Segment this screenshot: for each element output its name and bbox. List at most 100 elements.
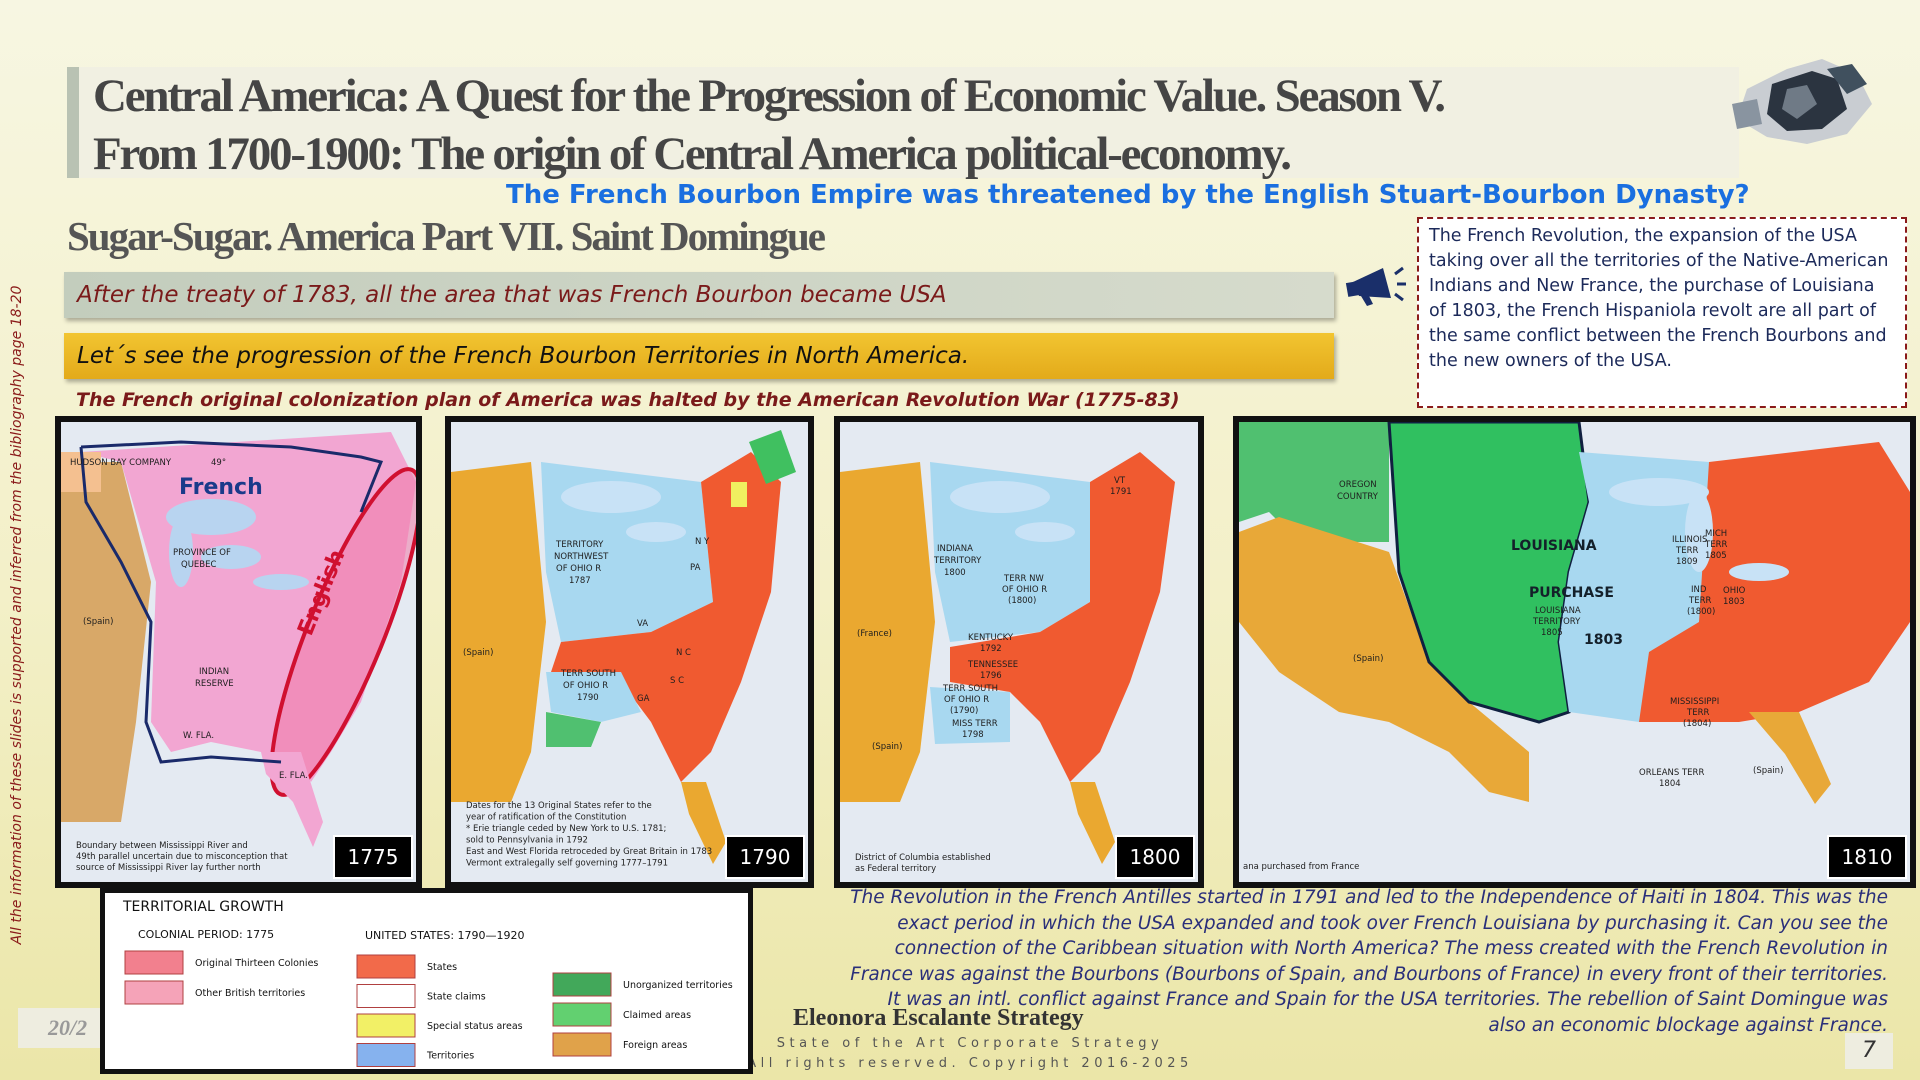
year-box bbox=[333, 835, 413, 879]
header-image bbox=[1732, 59, 1872, 144]
map-caption: * Erie triangle ceded by New York to U.S… bbox=[466, 824, 666, 834]
map-label: W. FLA. bbox=[183, 731, 214, 741]
map-label: S C bbox=[670, 676, 684, 686]
map-label: NORTHWEST bbox=[554, 552, 609, 562]
body-line: exact period in which the USA expanded a… bbox=[897, 912, 1888, 934]
map-label: COUNTRY bbox=[1337, 492, 1379, 502]
map-label: GA bbox=[637, 694, 650, 704]
note: The French original colonization plan of… bbox=[76, 389, 1180, 411]
map-label: 1791 bbox=[1110, 487, 1132, 497]
title-line: From 1700-1900: The origin of Central Am… bbox=[93, 128, 1292, 180]
map-label: OREGON bbox=[1339, 480, 1377, 490]
map-label: PA bbox=[690, 563, 701, 573]
map-label: 1805 bbox=[1541, 628, 1563, 638]
map-label: TERRITORY bbox=[1532, 617, 1581, 627]
section-title: Sugar-Sugar. America Part VII. Saint Dom… bbox=[67, 213, 826, 259]
map-label: OHIO bbox=[1723, 586, 1746, 596]
map-label: TERR SOUTH bbox=[942, 684, 998, 694]
map-label: OF OHIO R bbox=[944, 695, 989, 705]
map-label: INDIAN bbox=[199, 667, 229, 677]
year-box bbox=[1827, 835, 1907, 879]
map: HUDSON BAY COMPANY 49°FrenchEnglishPROVIN… bbox=[55, 416, 422, 888]
legend-label: Claimed areas bbox=[623, 1010, 691, 1021]
legend-swatch bbox=[552, 1032, 612, 1057]
map-label: TERRITORY bbox=[555, 540, 604, 550]
map-label: (1800) bbox=[1008, 596, 1036, 606]
map-label: ORLEANS TERR bbox=[1639, 768, 1704, 778]
map-caption: Dates for the 13 Original States refer t… bbox=[466, 801, 652, 811]
legend-swatch bbox=[356, 954, 416, 979]
page-number: 7 bbox=[1845, 1033, 1893, 1069]
map-label: (Spain) bbox=[83, 617, 113, 627]
map-label: IND bbox=[1691, 585, 1707, 595]
map-label: (France) bbox=[857, 629, 892, 639]
map-caption: Boundary between Mississippi River and bbox=[76, 841, 248, 851]
map-label: QUEBEC bbox=[181, 560, 216, 570]
brand: Eleonora Escalante Strategy bbox=[793, 1005, 1084, 1031]
map-label: TERR bbox=[1704, 540, 1727, 550]
title-box: Central America: A Quest for the Progres… bbox=[67, 67, 1739, 180]
map-label: French bbox=[179, 475, 263, 500]
map-label: TERR SOUTH bbox=[560, 669, 616, 679]
map-label: (1800) bbox=[1687, 607, 1715, 617]
map-label: PURCHASE bbox=[1529, 585, 1614, 601]
map-label: PROVINCE OF bbox=[173, 548, 231, 558]
body-line: The Revolution in the French Antilles st… bbox=[850, 887, 1888, 908]
map-label: INDIANA bbox=[937, 544, 973, 554]
map-label: OF OHIO R bbox=[556, 564, 601, 574]
map-label: HUDSON BAY COMPANY bbox=[70, 458, 172, 468]
banner: After the treaty of 1783, all the area t… bbox=[64, 272, 1334, 318]
map-label: TERR NW bbox=[1003, 574, 1044, 584]
legend-label: Special status areas bbox=[427, 1021, 523, 1032]
year-label: 1775 bbox=[348, 845, 399, 869]
map-label: (1790) bbox=[950, 706, 978, 716]
map-label: 1796 bbox=[980, 671, 1002, 681]
map-caption: East and West Florida retroceded by Grea… bbox=[466, 847, 712, 857]
legend-label: State claims bbox=[427, 992, 486, 1003]
map-label: LOUISIANA bbox=[1511, 538, 1597, 554]
map-label: MICH bbox=[1705, 529, 1727, 539]
legend-heading: UNITED STATES: 1790—1920 bbox=[365, 929, 525, 942]
map-label: OF OHIO R bbox=[1002, 585, 1047, 595]
map-label: 1790 bbox=[577, 693, 599, 703]
tagline: State of the Art Corporate Strategy bbox=[776, 1036, 1164, 1051]
year-label: 1810 bbox=[1842, 845, 1893, 869]
legend-swatch bbox=[356, 1043, 416, 1067]
body-line: It was an intl. conflict against France … bbox=[887, 989, 1889, 1010]
map-label: 1805 bbox=[1705, 551, 1727, 561]
map-label: 1804 bbox=[1659, 779, 1681, 789]
map-label: (Spain) bbox=[1353, 654, 1383, 664]
map-label: 1798 bbox=[962, 730, 984, 740]
map: TERRITORY NORTHWEST OF OHIO R 1787 TERR SOUT… bbox=[445, 416, 814, 888]
body-text: The Revolution in the French Antilles st… bbox=[700, 885, 1888, 1038]
callout: The French Revolution, the expansion of … bbox=[1417, 217, 1907, 408]
map-caption: sold to Pennsylvania in 1792 bbox=[466, 836, 588, 846]
map-label: TERR bbox=[1688, 596, 1711, 606]
body-line: also an economic blockage against France… bbox=[1488, 1014, 1888, 1036]
year-label: 1790 bbox=[740, 845, 791, 869]
legend-label: Territories bbox=[426, 1051, 474, 1062]
map-label: KENTUCKY bbox=[968, 633, 1014, 643]
map-label: N Y bbox=[695, 537, 710, 547]
map-label: 1792 bbox=[980, 644, 1002, 654]
map-label: MISSISSIPPI bbox=[1670, 697, 1719, 707]
megaphone-icon bbox=[1345, 266, 1406, 306]
legend-label: Foreign areas bbox=[623, 1040, 687, 1051]
map-label: RESERVE bbox=[195, 679, 234, 689]
legend-swatch bbox=[356, 1013, 416, 1038]
year-box bbox=[1115, 835, 1195, 879]
legend-swatch bbox=[552, 1002, 612, 1027]
legend-label: Original Thirteen Colonies bbox=[195, 958, 318, 969]
map-label: (1804) bbox=[1683, 719, 1711, 729]
map-label: 49° bbox=[211, 458, 226, 468]
map-caption: Vermont extralegally self governing 1777… bbox=[466, 859, 668, 869]
legend-label: Other British territories bbox=[195, 988, 305, 999]
map-label: 1803 bbox=[1723, 597, 1745, 607]
body-line: connection of the Caribbean situation wi… bbox=[894, 938, 1888, 959]
legend: TERRITORIAL GROWTH COLONIAL PERIOD: 1775… bbox=[100, 888, 753, 1074]
map-label: TERRITORY bbox=[933, 556, 982, 566]
banner: Let´s see the progression of the French … bbox=[64, 333, 1334, 379]
legend-label: States bbox=[427, 962, 457, 973]
map-caption: 49th parallel uncertain due to misconcep… bbox=[76, 852, 288, 862]
map-label: 1803 bbox=[1584, 632, 1623, 648]
